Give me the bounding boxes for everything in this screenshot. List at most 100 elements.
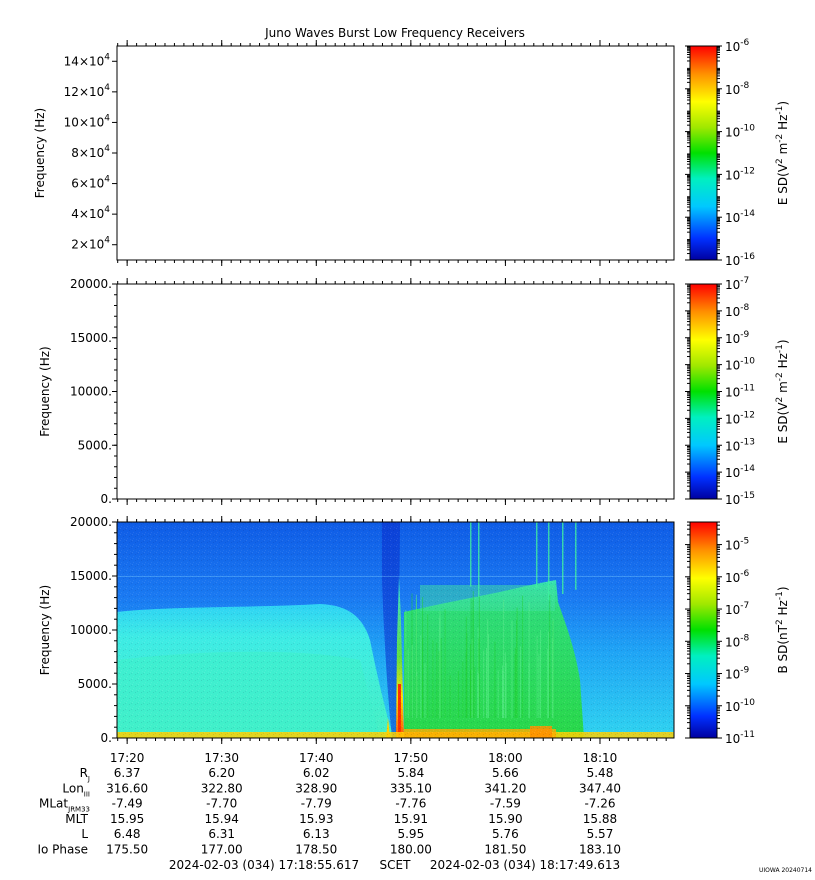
ephemeris-value: -7.70 (206, 797, 237, 811)
ephemeris-value: 6.02 (303, 766, 330, 780)
y-axis-label: Frequency (Hz) (33, 108, 47, 199)
colorbar-tick-label: 10-11 (725, 730, 755, 746)
colorbar-tick-label: 10-6 (725, 38, 750, 54)
plot-frame (116, 283, 675, 500)
colorbar-tick-label: 10-11 (725, 384, 755, 400)
ephemeris-row-label: MLatJRM33 (39, 797, 90, 814)
colorbar-tick-label: 10-8 (725, 81, 750, 97)
colorbar-tick-label: 10-8 (725, 633, 750, 649)
colorbar-tick-label: 10-10 (725, 698, 755, 714)
harmonic-line (117, 576, 674, 577)
footer-end-time: 2024-02-03 (034) 18:17:49.613 (430, 858, 620, 872)
ephemeris-value: 5.48 (587, 766, 614, 780)
ephemeris-value: 335.10 (390, 781, 432, 795)
footer-stamp: UIOWA 20240714 (759, 867, 812, 874)
time-tick-label: 17:50 (394, 751, 429, 765)
colorbar-tick-label: 10-6 (725, 569, 750, 585)
ephemeris-value: 15.94 (205, 812, 239, 826)
ephemeris-value: -7.59 (490, 797, 521, 811)
y-tick-label: 20000. (70, 277, 112, 291)
ephemeris-value: 15.91 (394, 812, 428, 826)
time-tick-label: 17:30 (204, 751, 239, 765)
ephemeris-value: 178.50 (295, 843, 337, 857)
ephemeris-value: 177.00 (201, 843, 243, 857)
colorbar-label: E SD(V2 m-2 Hz-1) (775, 101, 790, 205)
colorbars: 10-6 10-8 10-10 10-12 10-14 10-16 E SD(V2 m-2 … (685, 38, 790, 746)
ephemeris-value: 15.88 (583, 812, 617, 826)
ephemeris-value: 6.48 (114, 827, 141, 841)
panel-2: Frequency (Hz) 20000. 15000. 10000. 5000. 0. (38, 277, 675, 506)
ephemeris-value: 183.10 (579, 843, 621, 857)
ephemeris-value: 328.90 (295, 781, 337, 795)
colorbar (689, 283, 718, 500)
colorbar-label: B SD(nT2 Hz-1) (775, 586, 790, 673)
colorbar-tick-label: 10-7 (725, 601, 749, 617)
colorbar-tick-label: 10-7 (725, 276, 749, 292)
ephemeris-value: -7.79 (301, 797, 332, 811)
footer: 2024-02-03 (034) 17:18:55.617 SCET 2024-… (169, 858, 812, 874)
y-tick-label: 20000. (70, 515, 112, 529)
colorbar-tick-label: 10-15 (725, 491, 755, 507)
y-tick-label: 0. (101, 492, 112, 506)
time-tick-label: 18:10 (583, 751, 618, 765)
y-tick-label: 2×104 (71, 236, 110, 252)
time-tick-label: 17:20 (110, 751, 145, 765)
y-tick-label: 4×104 (71, 205, 110, 221)
colorbar-tick-label: 10-13 (725, 437, 755, 453)
ephemeris-value: 6.37 (114, 766, 141, 780)
ephemeris-value: 5.84 (397, 766, 424, 780)
ephemeris-value: 322.80 (201, 781, 243, 795)
ephemeris-value: 6.31 (208, 827, 235, 841)
y-axis-label: Frequency (Hz) (38, 346, 52, 437)
time-tick-label: 17:40 (299, 751, 334, 765)
plot-frame (116, 45, 675, 261)
ephemeris-value: 5.66 (492, 766, 519, 780)
colorbar (689, 521, 718, 739)
y-tick-label: 12×104 (64, 83, 111, 99)
colorbar-label: E SD(V2 m-2 Hz-1) (775, 339, 790, 443)
colorbar-tick-label: 10-12 (725, 166, 755, 182)
y-tick-label: 8×104 (71, 144, 110, 160)
time-tick-label: 18:00 (488, 751, 523, 765)
time-axis: 17:20 17:30 17:40 17:50 18:00 18:10 (110, 751, 617, 765)
ephemeris-table: RJ 6.37 6.20 6.02 5.84 5.66 5.48 LonIII 316.60 32… (37, 766, 621, 857)
colorbar (689, 45, 718, 261)
y-tick-label: 15000. (70, 569, 112, 583)
ephemeris-row-label: L (81, 827, 88, 841)
ephemeris-value: -7.26 (584, 797, 615, 811)
colorbar-tick-label: 10-14 (725, 464, 755, 480)
footer-frame-label: SCET (380, 858, 412, 872)
footer-start-time: 2024-02-03 (034) 17:18:55.617 (169, 858, 359, 872)
colorbar-tick-label: 10-14 (725, 209, 755, 225)
ephemeris-row-label: Io Phase (37, 843, 88, 857)
y-tick-label: 15000. (70, 331, 112, 345)
ephemeris-value: 5.57 (587, 827, 614, 841)
ephemeris-value: 6.20 (208, 766, 235, 780)
ephemeris-value: 175.50 (106, 843, 148, 857)
ephemeris-value: -7.49 (112, 797, 143, 811)
ephemeris-value: 15.93 (299, 812, 333, 826)
y-tick-label: 10000. (70, 385, 112, 399)
colorbar-tick-label: 10-16 (725, 252, 755, 268)
ephemeris-value: 5.95 (397, 827, 424, 841)
ephemeris-value: 347.40 (579, 781, 621, 795)
y-tick-label: 10×104 (64, 113, 111, 129)
ephemeris-value: 341.20 (484, 781, 526, 795)
ephemeris-row-label: MLT (65, 812, 88, 826)
ephemeris-value: 181.50 (484, 843, 526, 857)
ephemeris-row-label: LonIII (62, 781, 90, 798)
ephemeris-value: 15.95 (110, 812, 144, 826)
y-tick-label: 10000. (70, 623, 112, 637)
y-tick-label: 0. (101, 731, 112, 745)
ephemeris-row-label: RJ (80, 766, 90, 783)
ephemeris-value: 180.00 (390, 843, 432, 857)
noise-texture (117, 522, 674, 738)
y-tick-label: 6×104 (71, 175, 110, 191)
colorbar-tick-label: 10-10 (725, 357, 755, 373)
ephemeris-value: 316.60 (106, 781, 148, 795)
y-axis-label: Frequency (Hz) (38, 585, 52, 676)
colorbar-tick-label: 10-9 (725, 666, 750, 682)
spectrogram-image (117, 522, 674, 738)
colorbar-tick-label: 10-12 (725, 410, 755, 426)
